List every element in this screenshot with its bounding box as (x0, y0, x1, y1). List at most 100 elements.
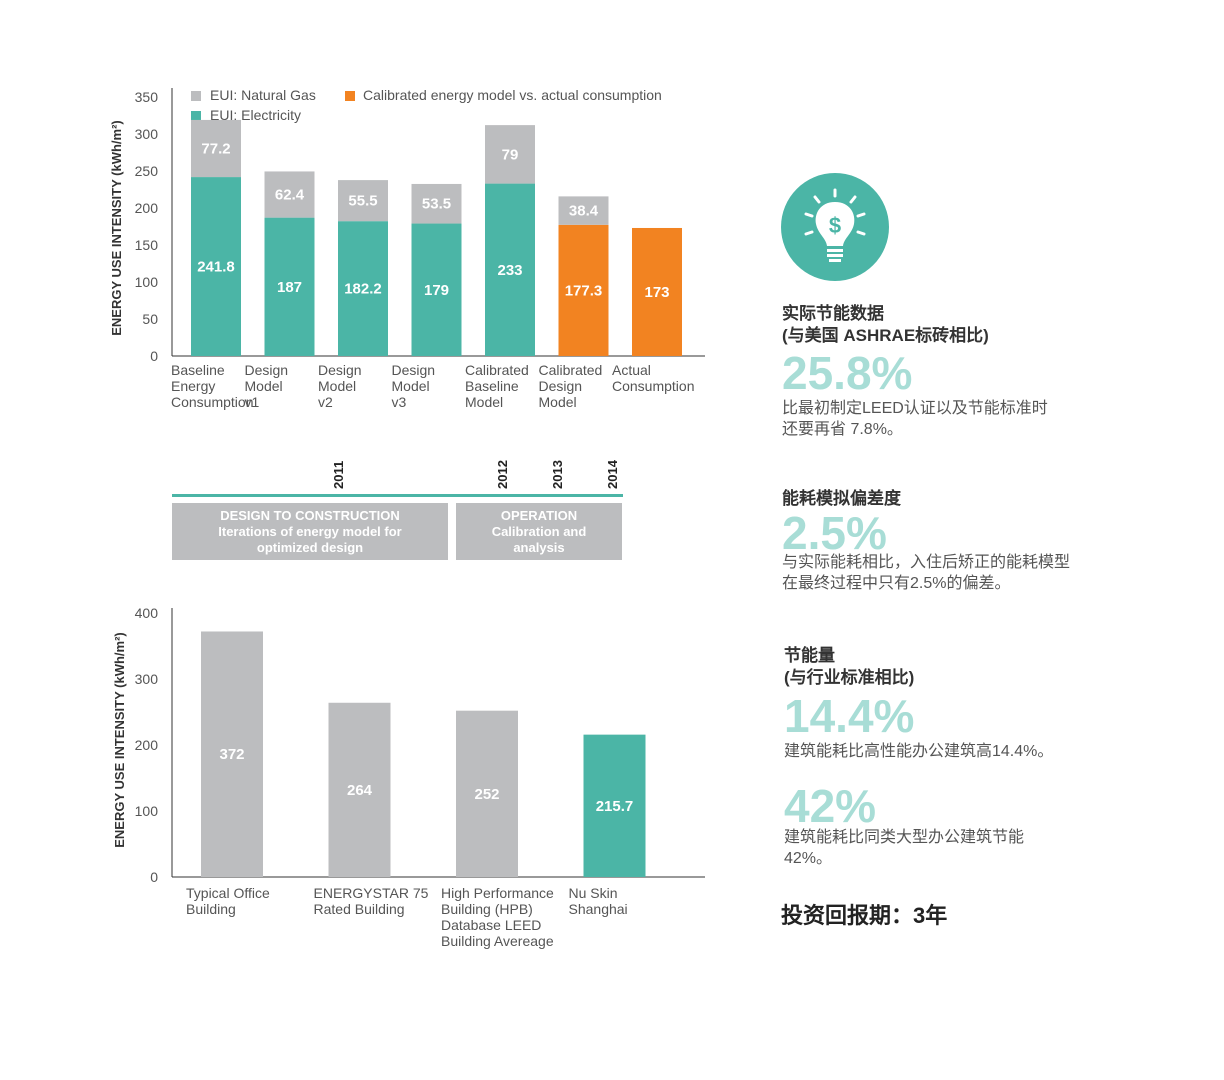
chart1-category-label: Calibrated Design Model (539, 362, 603, 410)
chart1-category-label: Actual Consumption (612, 362, 695, 394)
phase2-line2: Calibration and (491, 523, 587, 539)
chart1-y-axis-label: ENERGY USE INTENSITY (kWh/m²) (109, 120, 124, 336)
comparison-bar-label: 264 (347, 782, 373, 799)
chart1-category-label: Design Model v1 (245, 362, 289, 410)
chart1-category-label: Design Model v3 (392, 362, 436, 410)
stat-large-office-savings: 42% 建筑能耗比同类大型办公建筑节能 42%。 (784, 783, 1204, 869)
phase1-line2: Iterations of energy model for (218, 523, 402, 539)
comparison-bar (456, 710, 518, 877)
chart2-y-tick: 300 (135, 671, 159, 687)
timeline-line (172, 494, 623, 497)
comparison-bar-label: 252 (474, 786, 499, 803)
chart2-category-label: High Performance Building (HPB) Database L… (441, 885, 554, 949)
stat4-desc-line2: 42%。 (784, 850, 833, 867)
payback-period: 投资回报期：3年 (781, 903, 948, 928)
stat3-desc-line1: 建筑能耗比高性能办公建筑高14.4%。 (784, 743, 1054, 760)
stat4-desc-line1: 建筑能耗比同类大型办公建筑节能 (784, 829, 1025, 846)
chart1-category-label: Design Model v2 (318, 362, 362, 410)
lightbulb-dollar-icon: $ (781, 173, 889, 281)
chart2-y-axis-label: ENERGY USE INTENSITY (kWh/m²) (112, 632, 127, 848)
stat3-heading: 节能量 (784, 646, 835, 665)
bar-natural-gas-label: 62.4 (275, 187, 305, 204)
bar-electricity (264, 217, 315, 356)
stat3-subheading: (与行业标准相比) (784, 668, 915, 687)
bar-electricity (632, 227, 682, 356)
year-2014: 2014 (605, 459, 620, 489)
bar-electricity (558, 224, 609, 356)
bar-natural-gas-label: 79 (502, 146, 519, 163)
stat1-value: 25.8% (782, 347, 913, 399)
stat1-heading: 实际节能数据 (782, 304, 884, 323)
comparison-bar (328, 702, 391, 877)
stat1-desc-line1: 比最初制定LEED认证以及节能标准时 (782, 400, 1048, 417)
chart2-category-label: ENERGYSTAR 75 Rated Building (314, 885, 429, 917)
timeline-years: 2011 2012 2013 2014 2015 (331, 459, 620, 489)
chart2-y-tick: 400 (135, 605, 159, 621)
stat1-desc-line2: 还要再省 7.8%。 (782, 421, 903, 438)
bar-natural-gas-label: 38.4 (569, 203, 599, 220)
chart2-y-tick: 100 (135, 803, 159, 819)
bar-natural-gas (558, 196, 609, 225)
stat2-desc-line1: 与实际能耗相比，入住后矫正的能耗模型 (782, 554, 1071, 571)
chart2-y-tick: 200 (135, 737, 159, 753)
chart1-category-label: Baseline Energy Consumption (171, 362, 254, 410)
chart1-category-label: Calibrated Baseline Model (465, 362, 529, 410)
bar-natural-gas (338, 180, 388, 222)
eui-stacked-bar-chart: ENERGY USE INTENSITY (kWh/m²) 0 50 100 150 2… (109, 87, 705, 410)
bar-natural-gas-label: 55.5 (348, 193, 377, 210)
stat-actual-savings: 实际节能数据 (与美国 ASHRAE标砖相比) 25.8% 比最初制定LEED认… (782, 303, 1202, 440)
bar-natural-gas (191, 119, 241, 178)
stat1-subheading: (与美国 ASHRAE标砖相比) (782, 326, 989, 345)
bar-electricity-label: 177.3 (565, 282, 603, 299)
chart1-y-tick: 150 (135, 237, 159, 253)
legend-label-calibrated: Calibrated energy model vs. actual consu… (363, 87, 662, 103)
chart2-category-label: Nu Skin Shanghai (569, 885, 628, 917)
chart1-y-tick: 100 (135, 274, 159, 290)
year-2011: 2011 (331, 461, 346, 489)
chart2-y-tick: 0 (150, 869, 158, 885)
year-2013: 2013 (550, 460, 565, 489)
comparison-bar-label: 215.7 (596, 798, 634, 815)
bar-electricity-label: 182.2 (344, 281, 382, 298)
chart1-y-tick: 300 (135, 126, 159, 142)
eui-comparison-bar-chart: ENERGY USE INTENSITY (kWh/m²) 0 100 200 300… (112, 605, 705, 949)
bar-electricity (411, 223, 462, 356)
phase1-title: DESIGN TO CONSTRUCTION (220, 507, 400, 523)
stat3-value: 14.4% (784, 690, 915, 742)
bar-electricity-label: 233 (497, 262, 522, 279)
comparison-bar-label: 372 (219, 746, 244, 763)
bar-electricity (338, 221, 388, 356)
bar-natural-gas (485, 125, 535, 184)
year-2012: 2012 (495, 460, 510, 489)
chart1-y-tick: 350 (135, 89, 159, 105)
bar-natural-gas-label: 53.5 (422, 196, 451, 213)
dollar-symbol: $ (829, 213, 841, 238)
legend-swatch-elec (191, 111, 201, 121)
bar-natural-gas (411, 183, 462, 224)
bar-natural-gas-label: 77.2 (201, 141, 230, 158)
comparison-bar (583, 734, 646, 877)
stat2-desc-line2: 在最终过程中只有2.5%的偏差。 (782, 575, 1011, 592)
bar-electricity-label: 179 (424, 282, 449, 299)
chart1-y-tick: 50 (142, 311, 158, 327)
bar-electricity (485, 183, 535, 356)
bar-electricity-label: 241.8 (197, 259, 235, 276)
bar-electricity (191, 177, 241, 356)
chart1-y-tick: 250 (135, 163, 159, 179)
stat2-heading: 能耗模拟偏差度 (782, 489, 901, 508)
legend-label-elec: EUI: Electricity (210, 107, 301, 123)
chart2-category-label: Typical Office Building (186, 885, 270, 917)
comparison-bar (201, 631, 263, 877)
phase1-line3: optimized design (256, 539, 364, 555)
stat-energy-savings: 节能量 (与行业标准相比) 14.4% 建筑能耗比高性能办公建筑高14.4%。 (784, 645, 1204, 762)
stat-model-deviation: 能耗模拟偏差度 2.5% 与实际能耗相比，入住后矫正的能耗模型 在最终过程中只有… (782, 488, 1202, 594)
bar-natural-gas (264, 171, 315, 218)
bar-electricity-label: 173 (644, 284, 669, 301)
legend-swatch-calibrated (345, 91, 355, 101)
legend-label-gas: EUI: Natural Gas (210, 87, 316, 103)
chart1-y-tick: 200 (135, 200, 159, 216)
phase2-title: OPERATION (500, 507, 578, 523)
bar-electricity-label: 187 (277, 279, 302, 296)
phase2-line3: analysis (513, 539, 565, 555)
stat2-value: 2.5% (782, 507, 887, 559)
